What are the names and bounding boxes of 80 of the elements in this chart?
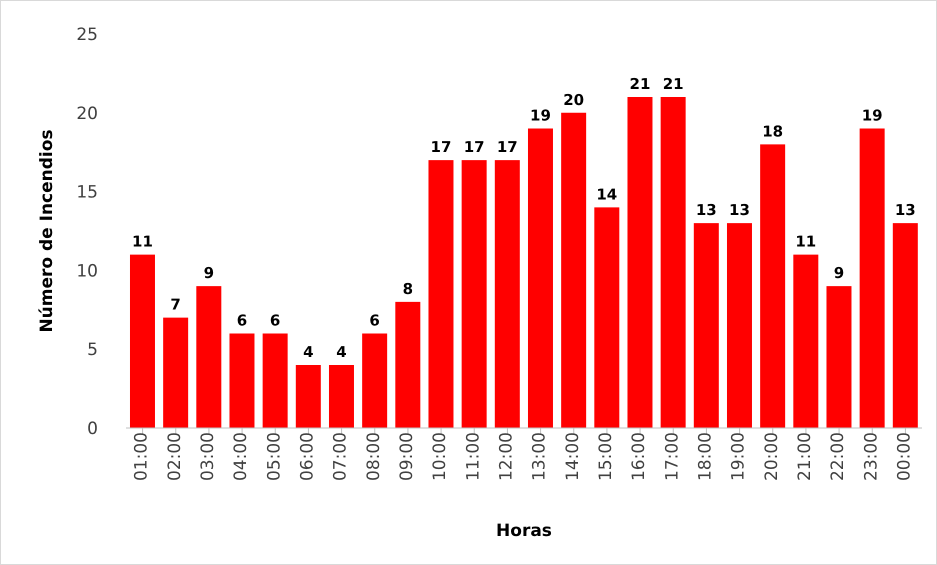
data-label: 21 [662, 75, 684, 94]
x-tick-label: 13:00 [530, 432, 550, 481]
data-label: 6 [236, 311, 248, 330]
bar [462, 160, 487, 428]
bar [594, 207, 620, 428]
data-label: 4 [303, 342, 314, 361]
x-tick-label: 06:00 [297, 432, 318, 481]
bar [892, 223, 918, 428]
x-tick-label: 20:00 [762, 432, 782, 481]
bar [528, 128, 553, 428]
x-tick-label: 10:00 [430, 432, 450, 481]
x-tick-label: 17:00 [662, 432, 682, 481]
x-tick-label: 12:00 [496, 432, 516, 481]
data-label: 6 [369, 311, 380, 330]
y-tick-label: 10 [76, 261, 98, 282]
x-tick-label: 04:00 [231, 432, 252, 481]
x-tick-label: 05:00 [264, 432, 284, 481]
data-label: 13 [696, 201, 717, 220]
bar [627, 97, 652, 428]
data-label: 11 [132, 232, 153, 251]
bar [793, 254, 818, 428]
bar [428, 160, 454, 428]
x-tick-label: 09:00 [396, 432, 417, 481]
x-tick-label: 14:00 [562, 432, 583, 481]
data-label: 21 [630, 75, 650, 94]
data-label: 8 [402, 280, 414, 298]
data-label: 11 [795, 232, 816, 251]
x-tick-label: 15:00 [596, 432, 616, 481]
data-label: 13 [729, 201, 750, 220]
data-label: 14 [596, 185, 618, 204]
data-label: 19 [530, 106, 551, 125]
bar [395, 302, 420, 428]
bar [196, 286, 222, 428]
data-label: 17 [430, 138, 452, 156]
bar [229, 333, 254, 428]
x-tick-label: 03:00 [198, 432, 218, 481]
data-label: 17 [464, 138, 485, 156]
bar [328, 364, 354, 428]
bar [694, 223, 719, 428]
x-tick-label: 18:00 [695, 432, 716, 481]
bar [826, 286, 852, 428]
data-label: 20 [563, 90, 584, 109]
bar [860, 128, 885, 428]
y-tick-label: 0 [87, 419, 98, 440]
bar [163, 318, 188, 428]
x-tick-label: 11:00 [463, 432, 484, 481]
data-label: 18 [762, 122, 784, 140]
bar [660, 97, 686, 428]
data-label: 17 [496, 138, 518, 156]
x-tick-label: 01:00 [132, 432, 152, 481]
data-label: 9 [834, 264, 844, 282]
y-tick-label: 15 [76, 182, 98, 203]
x-tick-label: 19:00 [728, 432, 749, 481]
bar [760, 144, 786, 428]
data-label: 19 [862, 106, 883, 125]
data-label: 6 [270, 311, 280, 330]
x-tick-label: 00:00 [894, 432, 914, 481]
x-tick-label: 21:00 [794, 432, 815, 481]
bar [130, 254, 155, 428]
x-tick-label: 07:00 [330, 432, 351, 481]
y-axis-title: Número de Incendios [37, 129, 58, 333]
y-tick-label: 25 [76, 25, 98, 46]
x-tick-label: 02:00 [164, 432, 185, 481]
x-axis-title: Horas [496, 521, 552, 541]
data-label: 7 [170, 296, 181, 314]
x-tick-label: 22:00 [828, 432, 848, 481]
data-label: 13 [894, 201, 916, 220]
bar [494, 160, 520, 428]
y-tick-label: 20 [76, 104, 98, 124]
bar [561, 112, 586, 428]
bar [362, 333, 388, 428]
bar [262, 333, 288, 428]
x-tick-label: 16:00 [629, 432, 650, 481]
x-tick-label: 08:00 [364, 432, 384, 481]
x-tick-label: 23:00 [861, 432, 882, 481]
data-label: 9 [204, 264, 214, 282]
y-tick-label: 5 [87, 340, 98, 360]
data-label: 4 [336, 342, 347, 361]
bar [726, 223, 752, 428]
bar [296, 364, 321, 428]
